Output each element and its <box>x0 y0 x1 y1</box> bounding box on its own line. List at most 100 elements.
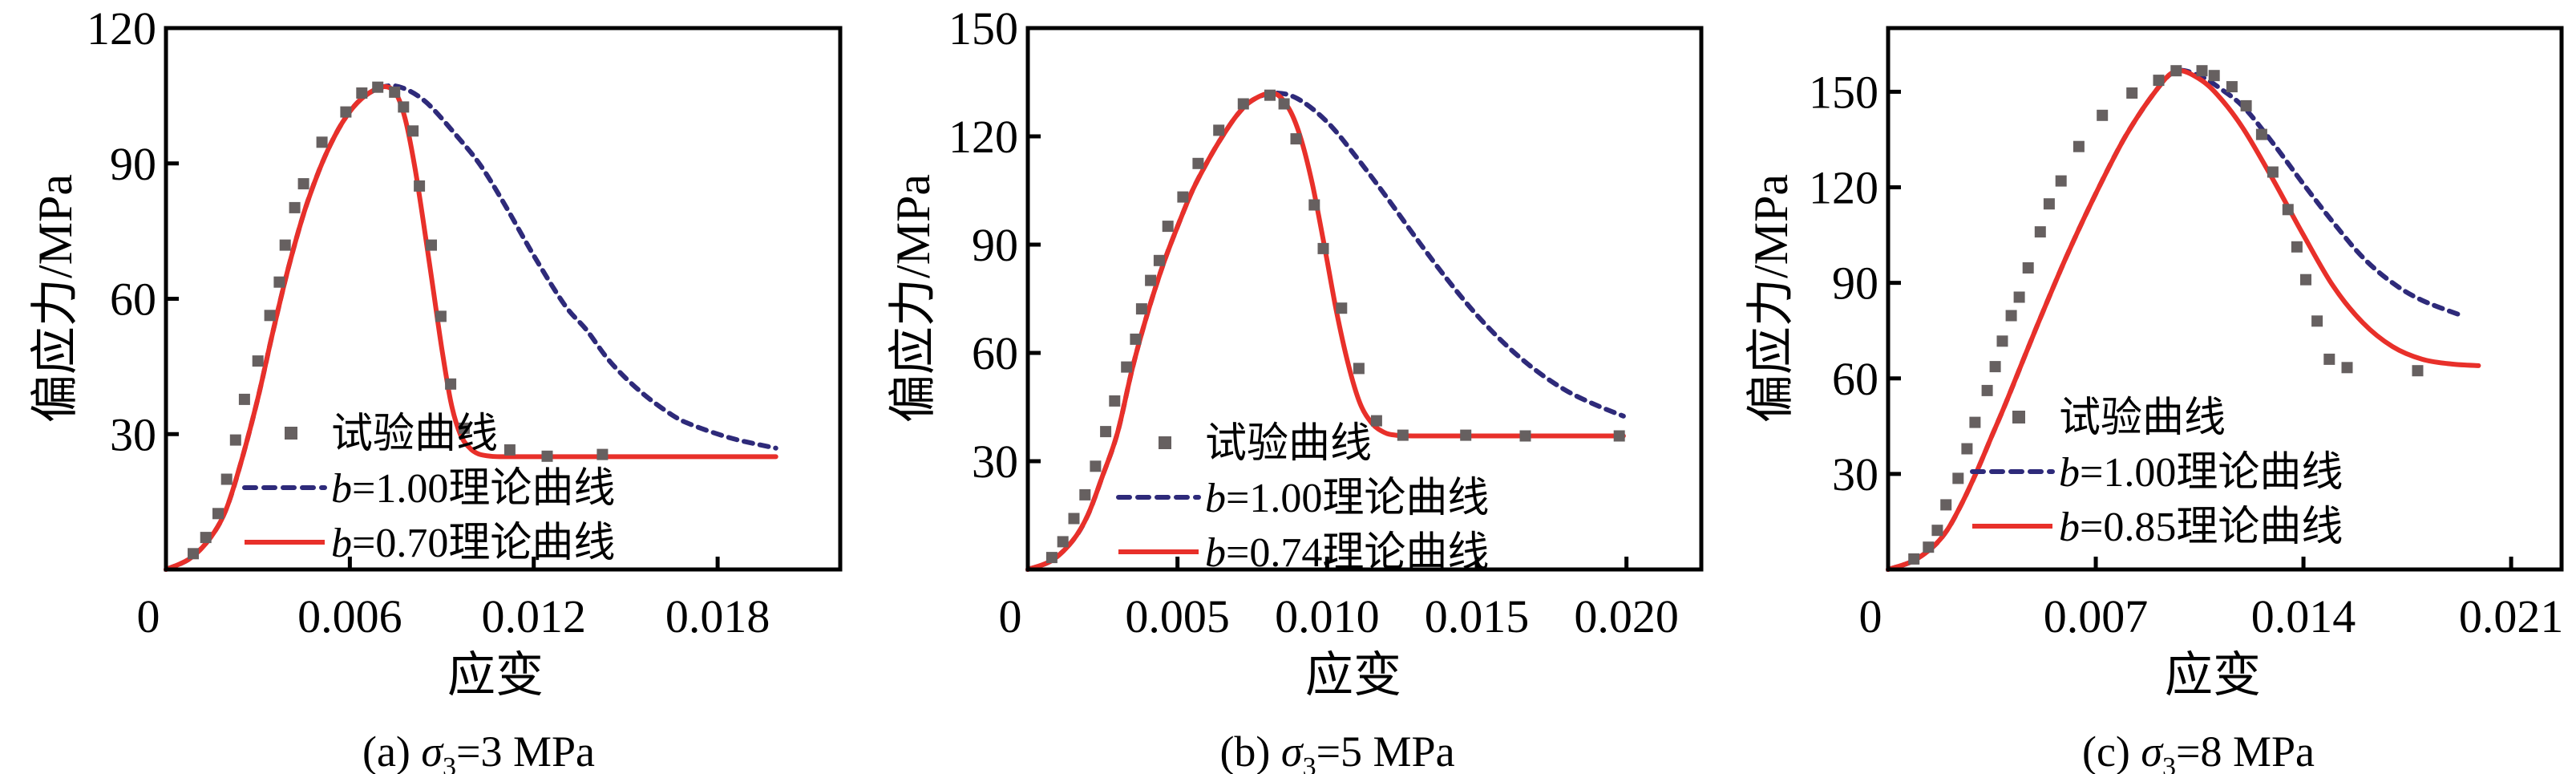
data-point <box>2073 140 2085 152</box>
data-point <box>2267 166 2279 178</box>
legend-label-text: =1.00理论曲线 <box>352 466 615 512</box>
legend-label: 试验曲线 <box>2059 395 2226 441</box>
x-tick-label: 0.010 <box>1275 590 1380 642</box>
y-tick-label: 60 <box>110 274 156 326</box>
legend-label-text: =0.85理论曲线 <box>2080 505 2343 550</box>
data-point <box>1519 430 1531 442</box>
data-point <box>1996 335 2008 347</box>
x-tick-label: 0.012 <box>481 590 586 642</box>
data-point <box>2255 128 2267 140</box>
data-point <box>1969 416 1981 428</box>
data-point <box>1308 199 1320 211</box>
panel-b: 30 60 90 120 150 0 0.005 0.010 0.015 0.020 试验曲线 b=1… <box>887 2 1704 774</box>
data-point <box>289 201 301 213</box>
legend-label-prefix: b <box>2059 505 2080 550</box>
data-point <box>1940 499 1952 511</box>
data-point <box>2153 75 2165 87</box>
caption-symbol: σ <box>1281 727 1304 774</box>
data-point <box>435 310 447 322</box>
panel-caption: (a) σ3=3 MPa <box>362 727 595 774</box>
data-point <box>1961 443 1973 455</box>
data-point <box>1237 98 1249 110</box>
data-point <box>1057 536 1069 548</box>
data-point <box>1989 361 2001 373</box>
data-point <box>1177 191 1189 203</box>
legend-label: 试验曲线 <box>331 411 498 457</box>
y-tick-label: 150 <box>948 2 1018 55</box>
data-point <box>1336 302 1348 314</box>
data-point <box>426 239 437 251</box>
panel-c: 30 60 90 120 150 0 0.007 0.014 0.021 试验曲线 b=1.00理论… <box>1745 26 2564 774</box>
legend-label: 试验曲线 <box>1205 421 1372 467</box>
data-point <box>1264 89 1276 101</box>
caption-subscript: 3 <box>443 752 456 774</box>
y-tick-label: 120 <box>1809 162 1878 214</box>
x-tick-label: 0.020 <box>1574 590 1679 642</box>
panel-caption: (b) σ3=5 MPa <box>1219 727 1454 774</box>
y-axis-title: 偏应力/MPa <box>1745 174 1798 423</box>
y-tick-label: 60 <box>972 327 1018 379</box>
data-point <box>1981 384 1993 396</box>
data-point <box>2043 198 2055 210</box>
data-point <box>2022 262 2034 274</box>
data-point <box>1213 124 1225 136</box>
data-point <box>2170 65 2182 77</box>
data-point <box>1397 429 1409 441</box>
x-axis-title: 应变 <box>447 649 544 702</box>
data-point <box>503 444 516 456</box>
data-point <box>398 101 410 113</box>
y-tick-label: 30 <box>110 408 156 460</box>
data-point <box>1130 333 1142 345</box>
data-point <box>1162 221 1174 233</box>
data-point <box>316 136 328 148</box>
y-tick-label: 120 <box>87 2 156 55</box>
legend-item: 试验曲线 <box>2012 395 2226 441</box>
y-tick-label: 90 <box>110 138 156 190</box>
data-point <box>1908 553 1920 565</box>
data-point <box>372 81 384 93</box>
data-point <box>229 434 241 446</box>
data-point <box>238 393 250 405</box>
caption-symbol: σ <box>421 727 444 774</box>
data-point <box>2282 204 2294 216</box>
data-point <box>2013 291 2025 303</box>
data-point <box>212 508 224 520</box>
data-point <box>279 239 291 251</box>
x-tick-label: 0.007 <box>2044 590 2149 642</box>
data-point <box>1317 242 1329 254</box>
data-point <box>1931 525 1943 537</box>
data-point <box>1079 488 1091 500</box>
data-point <box>1068 513 1080 525</box>
legend-item: b=0.70理论曲线 <box>245 521 615 566</box>
y-tick-label: 90 <box>972 219 1018 271</box>
caption-prefix: (b) <box>1219 727 1280 774</box>
x-tick-label: 0.014 <box>2251 590 2356 642</box>
y-tick-label: 60 <box>1832 353 1878 405</box>
y-axis-title: 偏应力/MPa <box>29 174 82 423</box>
legend-item: b=0.74理论曲线 <box>1118 530 1489 576</box>
x-tick-label: 0.006 <box>297 590 402 642</box>
plot-area: 30 60 90 120 150 0 0.005 0.010 0.015 0.020 试验曲线 b=1… <box>948 2 1704 642</box>
caption-symbol: σ <box>2141 727 2164 774</box>
caption-prefix: (c) <box>2082 727 2141 774</box>
data-point <box>252 355 264 367</box>
data-point <box>459 422 470 434</box>
legend-label: b=0.85理论曲线 <box>2059 505 2343 550</box>
data-point <box>1135 303 1147 315</box>
data-point <box>264 310 276 322</box>
data-point <box>407 125 419 137</box>
data-point <box>2034 226 2046 238</box>
x-tick-label: 0 <box>137 590 160 642</box>
legend-marker <box>285 427 297 440</box>
data-point <box>2412 365 2424 377</box>
legend-item: 试验曲线 <box>1159 421 1372 467</box>
data-point <box>1109 395 1121 407</box>
data-point <box>2055 175 2067 187</box>
legend-label-prefix: b <box>1205 476 1226 521</box>
x-tick-label: 0.021 <box>2459 590 2564 642</box>
legend-item: b=0.85理论曲线 <box>1972 505 2343 550</box>
data-point <box>1290 133 1302 145</box>
caption-suffix: =5 MPa <box>1316 727 1455 774</box>
